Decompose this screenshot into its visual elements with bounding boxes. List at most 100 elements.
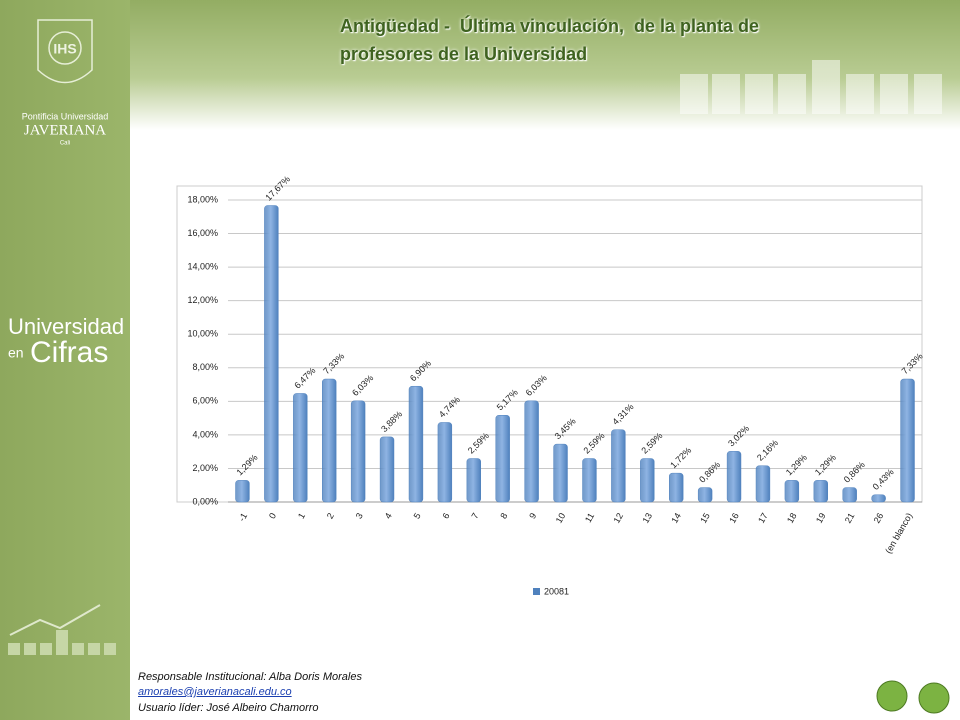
data-label: 6,90%: [408, 358, 433, 383]
bar: [669, 472, 684, 503]
x-tick-label: 17: [756, 511, 770, 525]
data-label: 5,17%: [495, 387, 520, 412]
bar: [466, 458, 481, 503]
data-label: 0,86%: [842, 460, 867, 485]
data-label: 2,59%: [466, 431, 491, 456]
data-label: 7,33%: [900, 351, 925, 376]
x-tick-label: -1: [237, 511, 250, 523]
crest-text: IHS: [53, 41, 76, 57]
data-label: 3,88%: [379, 409, 404, 434]
data-label: 2,59%: [581, 431, 606, 456]
header-bars: [680, 60, 942, 114]
y-tick-label: 0,00%: [192, 496, 218, 506]
x-tick-label: 13: [640, 511, 654, 525]
x-tick-label: 7: [469, 511, 480, 520]
y-tick-label: 12,00%: [187, 295, 218, 305]
institution-name: JAVERIANA: [24, 122, 106, 138]
bar: [900, 378, 915, 503]
y-tick-label: 8,00%: [192, 362, 218, 372]
footer-responsible: Responsable Institucional: Alba Doris Mo…: [138, 671, 362, 683]
brand-line: en: [8, 345, 24, 361]
data-label: 1,29%: [234, 452, 259, 477]
y-tick-label: 16,00%: [187, 228, 218, 238]
bar: [784, 480, 800, 503]
bar: [322, 378, 337, 503]
x-tick-label: 3: [354, 511, 365, 520]
bar: [640, 458, 655, 503]
bar: [871, 494, 886, 503]
data-label: 7,33%: [321, 351, 346, 376]
x-tick-label: 10: [554, 511, 568, 525]
x-tick-label: 15: [698, 511, 712, 525]
brand-line: Cifras: [30, 336, 108, 369]
back-button[interactable]: [876, 680, 908, 712]
x-tick-label: 21: [843, 511, 857, 525]
x-tick-label: 12: [611, 511, 625, 525]
bar: [350, 400, 366, 503]
bar: [235, 480, 250, 503]
institution-line: Pontificia Universidad: [22, 111, 109, 121]
data-label: 0,86%: [697, 460, 722, 485]
x-tick-label: 19: [814, 511, 828, 525]
bar: [813, 480, 828, 503]
bar: [611, 429, 626, 503]
data-label: 6,03%: [350, 373, 375, 398]
title-line: Antigüedad - Última vinculación, de la p…: [340, 16, 760, 36]
data-label: 4,74%: [437, 394, 462, 419]
data-label: 2,59%: [639, 431, 664, 456]
bar: [264, 205, 279, 503]
x-tick-label: (en blanco): [883, 511, 914, 555]
x-tick-label: 26: [872, 511, 886, 525]
data-label: 0,43%: [871, 467, 896, 492]
data-label: 6,03%: [524, 373, 549, 398]
home-button[interactable]: [918, 682, 950, 714]
x-tick-label: 1: [296, 511, 307, 520]
footer-leader: Usuario líder: José Albeiro Chamorro: [138, 702, 319, 714]
bar: [408, 385, 424, 503]
data-label: 17,67%: [263, 174, 292, 203]
x-tick-label: 16: [727, 511, 741, 525]
x-tick-label: 14: [669, 511, 683, 525]
data-label: 3,45%: [553, 416, 578, 441]
bar: [755, 465, 771, 503]
y-tick-label: 2,00%: [192, 463, 218, 473]
institution-city: Cali: [60, 141, 70, 147]
data-label: 3,02%: [726, 423, 751, 448]
sidebar-graphic: [8, 604, 116, 655]
y-tick-label: 4,00%: [192, 429, 218, 439]
x-tick-label: 4: [383, 511, 394, 520]
title-line: profesores de la Universidad: [340, 44, 588, 64]
legend-label: 20081: [544, 586, 569, 596]
data-label: 1,29%: [784, 452, 809, 477]
data-label: 1,29%: [813, 452, 838, 477]
bar: [293, 393, 308, 503]
legend-swatch: [533, 588, 540, 595]
bar: [726, 451, 742, 503]
x-tick-label: 0: [267, 511, 278, 520]
bar: [582, 458, 597, 503]
x-tick-label: 2: [325, 511, 336, 520]
bar: [524, 400, 539, 503]
bar: [495, 415, 510, 503]
crest: [37, 19, 93, 84]
x-tick-label: 18: [785, 511, 799, 525]
bar: [379, 436, 395, 503]
brand-line: Universidad: [8, 314, 124, 339]
y-tick-label: 6,00%: [192, 396, 218, 406]
y-tick-label: 14,00%: [187, 261, 218, 271]
y-tick-label: 18,00%: [187, 194, 218, 204]
bar: [697, 487, 713, 503]
data-label: 6,47%: [292, 365, 317, 390]
data-label: 4,31%: [610, 402, 635, 427]
bar: [553, 443, 568, 503]
x-tick-label: 8: [498, 511, 509, 520]
y-tick-label: 10,00%: [187, 329, 218, 339]
sidebar: [0, 0, 130, 720]
bar: [842, 487, 857, 503]
data-label: 1,72%: [668, 445, 693, 470]
x-tick-label: 5: [412, 511, 423, 520]
footer-email[interactable]: amorales@javerianacali.edu.co: [138, 686, 292, 698]
